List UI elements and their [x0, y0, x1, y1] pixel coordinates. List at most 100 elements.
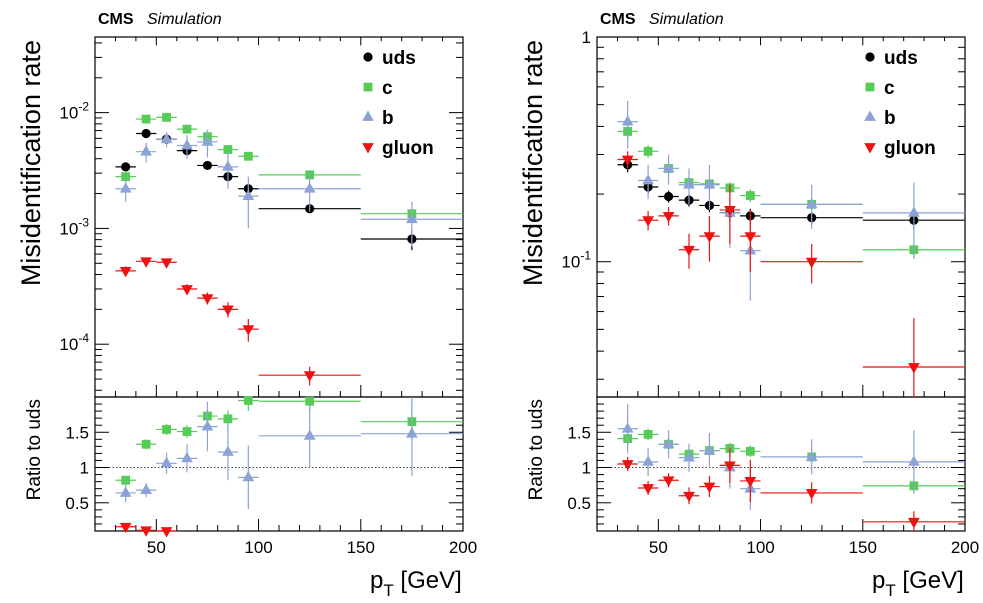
- x-axis-label-unit: [GeV]: [896, 567, 964, 594]
- b-point: [621, 115, 634, 126]
- c-point: [141, 114, 151, 124]
- gluon-ratio-point: [724, 461, 736, 472]
- b-point: [140, 145, 152, 156]
- c-point: [223, 145, 233, 154]
- b-point: [303, 182, 316, 193]
- x-tick-label: 100: [746, 538, 774, 557]
- legend-marker-gluon: [362, 143, 374, 154]
- b-point: [160, 132, 173, 144]
- b-point: [222, 160, 234, 171]
- legend-label-gluon: gluon: [884, 138, 936, 159]
- y-axis-label: Misidentification rate: [518, 40, 548, 286]
- gluon-ratio-point: [140, 526, 152, 537]
- c-ratio-point: [243, 396, 253, 405]
- b-ratio-point: [642, 455, 654, 466]
- y-tick-label: 10-2: [59, 100, 89, 123]
- c-point: [121, 172, 131, 182]
- legend-label-b: b: [884, 108, 896, 129]
- b-ratio-point: [908, 455, 920, 466]
- y-tick-exponent: -3: [78, 215, 89, 229]
- legend-marker-b: [864, 110, 876, 121]
- y-tick-label: 10-4: [59, 331, 89, 354]
- gluon-ratio-point: [805, 489, 818, 500]
- ratio-tick-label: 1.5: [567, 423, 591, 442]
- series-c: [617, 124, 965, 493]
- ratio-tick-label: 0.5: [567, 494, 591, 513]
- b-point: [703, 178, 716, 189]
- legend-marker-c: [865, 82, 875, 92]
- legend-label-b: b: [382, 108, 394, 129]
- legend-label-uds: uds: [884, 48, 918, 69]
- b-ratio-point: [662, 437, 675, 449]
- y-tick-exponent: -1: [580, 249, 591, 263]
- gluon-point: [119, 266, 132, 278]
- legend-marker-b: [362, 110, 374, 121]
- gluon-ratio-point: [642, 484, 654, 495]
- ratio-tick-label: 1.5: [65, 423, 89, 442]
- b-point: [242, 189, 255, 201]
- gluon-ratio-point: [160, 527, 173, 538]
- ratio-axis-label: Ratio to uds: [526, 399, 547, 500]
- b-ratio-point: [805, 450, 818, 461]
- x-axis-label-subscript: T: [885, 581, 895, 600]
- b-point: [805, 197, 818, 209]
- ratio-axis-label: Ratio to uds: [24, 399, 45, 500]
- b-ratio-point: [683, 451, 695, 462]
- y-tick-exponent: -2: [78, 100, 89, 114]
- x-axis-label: pT [GeV]: [872, 567, 964, 600]
- chart-panel-right: 50 100 150 200 1 10-1 0.5 1 1.5 Misidentification…: [518, 11, 979, 600]
- gluon-ratio-point: [744, 477, 757, 488]
- gluon-point: [621, 155, 634, 167]
- ratio-frame: [94, 396, 464, 532]
- b-point: [119, 182, 132, 193]
- legend-label-c: c: [382, 78, 393, 99]
- series-b: [115, 129, 463, 510]
- series-gluon: [617, 151, 965, 531]
- gluon-point: [242, 325, 255, 336]
- y-tick-label: 10-1: [561, 249, 591, 272]
- gluon-ratio-point: [683, 491, 695, 503]
- b-point: [662, 161, 675, 173]
- x-tick-label: 50: [147, 538, 166, 557]
- ratio-tick-label: 1: [582, 459, 591, 478]
- x-axis-label-main: p: [370, 567, 383, 594]
- cms-label: CMS: [600, 11, 636, 28]
- x-tick-label: 150: [849, 538, 877, 557]
- y-tick-exponent: -4: [78, 331, 89, 345]
- y-tick-label: 1: [582, 28, 591, 47]
- uds-point: [202, 160, 213, 171]
- uds-point: [121, 162, 131, 172]
- b-ratio-point: [703, 444, 716, 455]
- simulation-label: Simulation: [147, 11, 222, 28]
- gluon-point: [642, 216, 654, 227]
- gluon-point: [724, 206, 736, 217]
- uds-point: [663, 191, 674, 202]
- b-ratio-point: [621, 422, 634, 433]
- gluon-point: [303, 371, 316, 382]
- c-point: [745, 191, 755, 200]
- simulation-label: Simulation: [649, 11, 724, 28]
- gluon-point: [744, 232, 757, 243]
- b-point: [908, 206, 920, 217]
- b-ratio-point: [201, 420, 214, 431]
- b-ratio-point: [303, 429, 316, 440]
- y-tick-base: 10: [561, 253, 580, 272]
- c-point: [182, 124, 192, 134]
- x-tick-label: 150: [347, 538, 375, 557]
- b-point: [201, 135, 214, 146]
- legend-label-c: c: [884, 78, 895, 99]
- cms-label: CMS: [98, 11, 134, 28]
- y-tick-base: 10: [59, 104, 78, 123]
- legend: uds cb gluon: [362, 48, 434, 159]
- legend-label-gluon: gluon: [382, 138, 434, 159]
- uds-point: [141, 128, 151, 139]
- legend: uds cb gluon: [864, 48, 936, 159]
- y-axis-label: Misidentification rate: [16, 40, 46, 286]
- gluon-point: [908, 363, 920, 374]
- legend-marker-gluon: [864, 143, 876, 154]
- gluon-point: [140, 257, 152, 268]
- b-ratio-point: [140, 483, 152, 494]
- gluon-point: [703, 232, 716, 243]
- y-tick-base: 10: [59, 335, 78, 354]
